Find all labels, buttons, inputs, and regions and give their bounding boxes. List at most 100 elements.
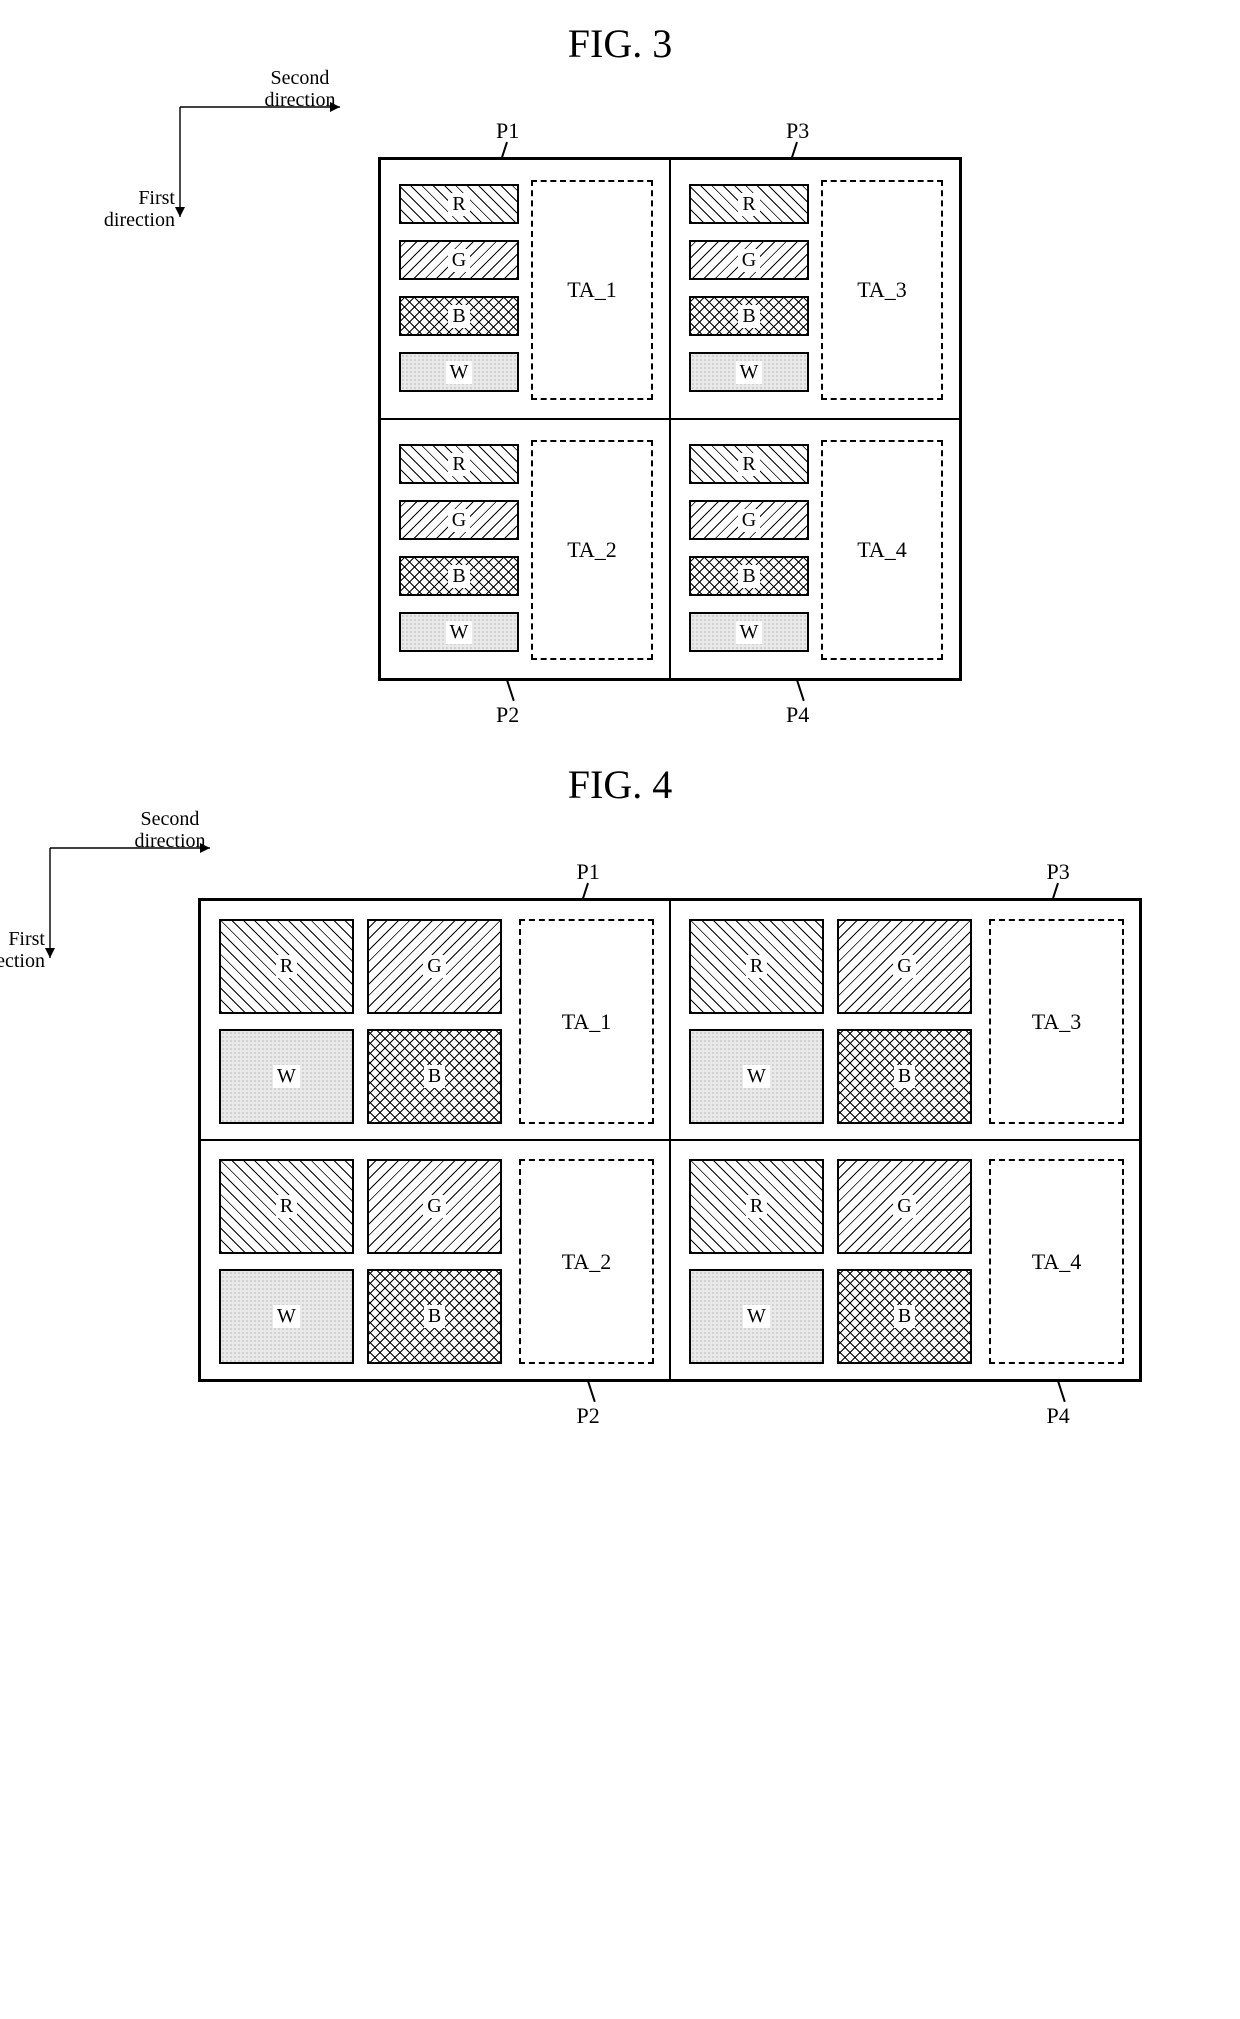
subpixel-r: R [399,184,519,224]
subpixel-label: W [446,361,473,384]
figure-title: FIG. 4 [20,761,1220,808]
ta-label: TA_1 [563,277,621,303]
lead-line [500,142,507,160]
transparent-area: TA_2 [519,1159,654,1364]
subpixel-label: W [736,361,763,384]
lead-line [581,883,588,901]
subpixel-label: R [448,193,469,216]
figure-body: Second direction First direction RGWBTA_… [20,838,1220,1382]
subpixel-g: G [689,240,809,280]
subpixel-w: W [689,1029,824,1124]
transparent-area: TA_3 [821,180,943,400]
subpixel-b: B [367,1029,502,1124]
subpixel-label: R [746,955,767,978]
figure-4: FIG. 4 Second direction First direction … [20,761,1220,1382]
subpixel-b: B [837,1029,972,1124]
subpixel-label: W [273,1065,300,1088]
p-label: P2 [496,702,519,728]
subpixel-b: B [689,556,809,596]
subpixel-label: G [448,509,470,532]
subpixel-label: G [423,1195,445,1218]
subpixel-b: B [399,556,519,596]
p-label: P2 [577,1403,600,1429]
pixel-quadrant: RGWBTA_3P3 [670,900,1140,1140]
figure-title: FIG. 3 [20,20,1220,67]
ta-label: TA_2 [563,537,621,563]
subpixel-label: G [738,509,760,532]
p-label: P3 [786,118,809,144]
subpixel-b: B [837,1269,972,1364]
subpixel-label: G [423,955,445,978]
subpixel-w: W [399,352,519,392]
figure-body: Second direction First direction R G B W TA_… [20,97,1220,681]
ta-label: TA_1 [558,1009,616,1035]
subpixel-label: B [894,1305,915,1328]
subpixel-g: G [837,1159,972,1254]
subpixel-label: B [738,565,759,588]
pixel-quadrant: RGBWTA_4P4 [670,419,960,679]
subpixel-label: R [738,193,759,216]
subpixel-r: R [689,184,809,224]
subpixel-b: B [399,296,519,336]
subpixel-label: R [276,955,297,978]
subpixel-label: G [893,955,915,978]
transparent-area: TA_2 [531,440,653,660]
transparent-area: TA_4 [821,440,943,660]
p-label: P3 [1047,859,1070,885]
subpixel-label: B [894,1065,915,1088]
first-direction-label: First direction [0,928,45,972]
subpixel-label: G [738,249,760,272]
ta-label: TA_2 [558,1249,616,1275]
pixel-grid: RGBWTA_1P1RGBWTA_3P3RGBWTA_2P2RGBWTA_4P4 [378,157,962,681]
subpixel-label: R [746,1195,767,1218]
ta-label: TA_3 [1028,1009,1086,1035]
subpixel-b: B [689,296,809,336]
subpixel-g: G [367,1159,502,1254]
subpixel-label: W [273,1305,300,1328]
ta-label: TA_4 [853,537,911,563]
subpixel-label: R [276,1195,297,1218]
subpixel-label: B [448,305,469,328]
subpixel-b: B [367,1269,502,1364]
transparent-area: TA_1 [519,919,654,1124]
figure-3: FIG. 3 Second direction First direction … [20,20,1220,681]
lead-line [506,680,514,701]
subpixel-g: G [399,500,519,540]
pixel-quadrant: RGBWTA_3P3 [670,159,960,419]
second-direction-label: Second direction [110,808,230,852]
ta-label: TA_4 [1028,1249,1086,1275]
subpixel-label: B [424,1305,445,1328]
lead-line [1057,1381,1065,1402]
direction-axis: Second direction First direction [180,97,360,243]
subpixel-label: W [736,621,763,644]
transparent-area: TA_1 [531,180,653,400]
lead-line [796,680,804,701]
pixel-quadrant: RGBWTA_2P2 [380,419,670,679]
subpixel-label: G [448,249,470,272]
subpixel-label: W [743,1065,770,1088]
subpixel-label: B [424,1065,445,1088]
subpixel-w: W [219,1269,354,1364]
pixel-quadrant: RGWBTA_2P2 [200,1140,670,1380]
subpixel-w: W [689,612,809,652]
subpixel-r: R [689,444,809,484]
subpixel-r: R [399,444,519,484]
transparent-area: TA_3 [989,919,1124,1124]
subpixel-label: R [448,453,469,476]
p-label: P4 [786,702,809,728]
lead-line [790,142,797,160]
subpixel-label: B [738,305,759,328]
subpixel-label: W [743,1305,770,1328]
subpixel-label: G [893,1195,915,1218]
pixel-quadrant: RGWBTA_1P1 [200,900,670,1140]
subpixel-label: B [448,565,469,588]
p-label: P4 [1047,1403,1070,1429]
ta-label: TA_3 [853,277,911,303]
subpixel-r: R [689,1159,824,1254]
subpixel-w: W [689,352,809,392]
lead-line [1051,883,1058,901]
subpixel-w: W [689,1269,824,1364]
subpixel-r: R [689,919,824,1014]
second-direction-label: Second direction [240,67,360,111]
subpixel-label: R [738,453,759,476]
